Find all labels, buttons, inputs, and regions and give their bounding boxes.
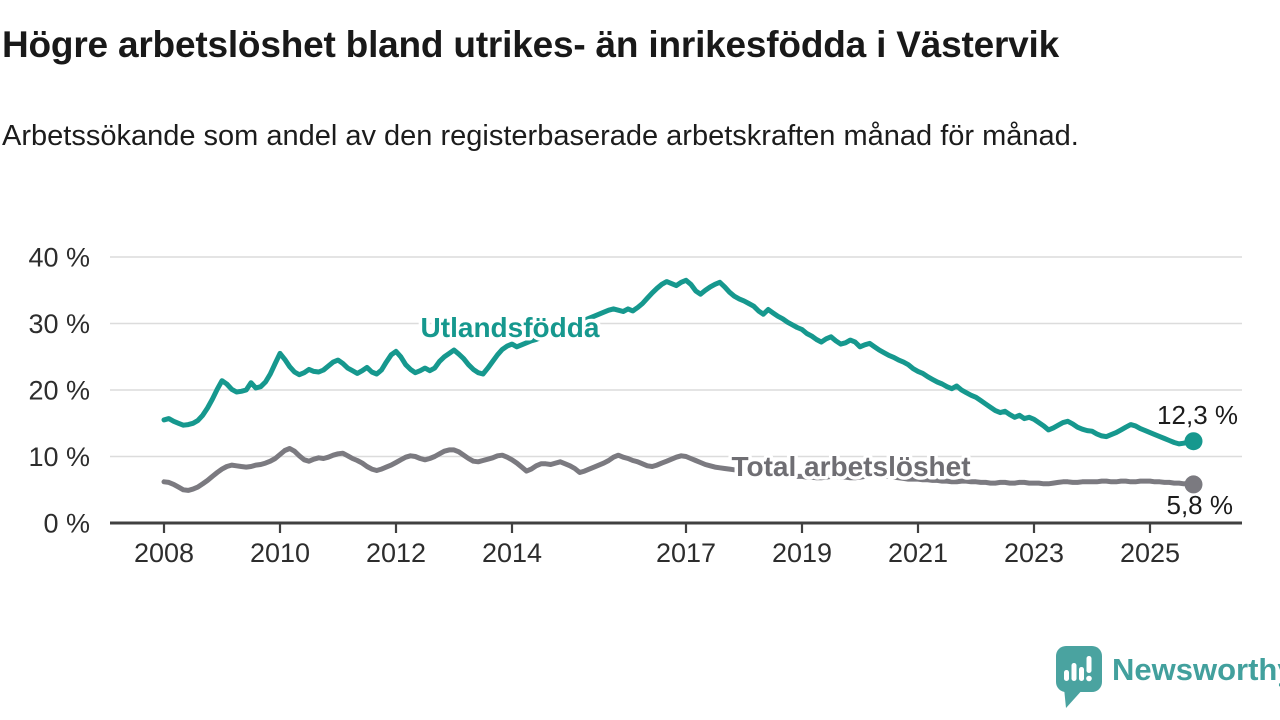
x-axis-label: 2023 [1004, 538, 1064, 568]
end-value-utlandsfodda: 12,3 % [1157, 400, 1238, 430]
x-axis-label: 2008 [134, 538, 194, 568]
chart: 0 % 10 % 20 % 30 % 40 % 2008 2010 2012 2014 2017 2… [28, 243, 1242, 568]
newsworthy-wordmark: Newsworthy [1112, 652, 1280, 687]
bar-3-icon [1079, 667, 1084, 681]
y-axis-label: 20 % [28, 376, 90, 406]
x-axis-label: 2019 [772, 538, 832, 568]
series-label-utlandsfodda: Utlandsfödda [421, 312, 600, 343]
bubble-shape [1056, 646, 1102, 692]
utlandsfodda-line [161, 277, 1196, 447]
total-end-dot [1184, 475, 1203, 494]
y-axis-label: 40 % [28, 243, 90, 273]
series-label-total: Total arbetslöshet [731, 451, 970, 482]
bubble-tail [1064, 688, 1084, 708]
bar-1-icon [1064, 670, 1069, 681]
bar-2-icon [1071, 663, 1077, 681]
x-axis-label: 2025 [1120, 538, 1180, 568]
y-axis-label: 0 % [43, 509, 90, 539]
end-value-total: 5,8 % [1167, 490, 1234, 520]
x-axis-label: 2010 [250, 538, 310, 568]
total-arbetsloshet-line [161, 446, 1196, 493]
y-axis-label: 30 % [28, 309, 90, 339]
x-axis-label: 2014 [482, 538, 542, 568]
exclamation-bar-icon [1086, 656, 1092, 673]
page-subtitle: Arbetssökande som andel av den registerb… [2, 120, 1079, 152]
x-axis-label: 2012 [366, 538, 426, 568]
x-axis-label: 2021 [888, 538, 948, 568]
page-title: Högre arbetslöshet bland utrikes- än inr… [2, 24, 1060, 65]
newsworthy-bubble-icon [1056, 646, 1102, 708]
x-axis-label: 2017 [656, 538, 716, 568]
newsworthy-logo: Newsworthy [1056, 646, 1280, 708]
exclamation-dot-icon [1086, 675, 1092, 682]
utlandsfodda-end-dot [1184, 432, 1203, 451]
y-axis-label: 10 % [28, 442, 90, 472]
